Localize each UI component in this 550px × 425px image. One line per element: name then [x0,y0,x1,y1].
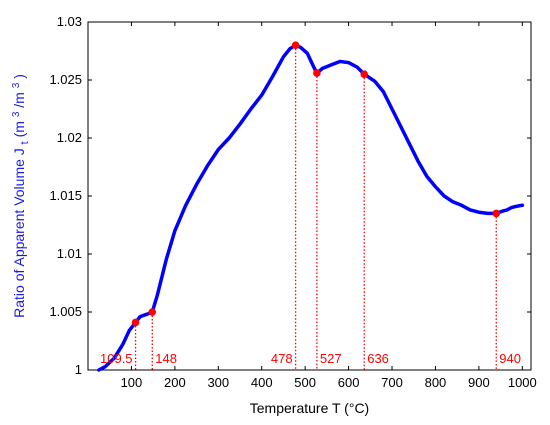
y-axis-label-subscript: t [19,141,31,144]
marker-point [492,209,501,218]
x-tick-label: 600 [338,375,360,390]
x-axis-ticks: 100 200 300 400 500 600 700 800 900 1000 [121,22,537,390]
x-tick-label: 400 [251,375,273,390]
marker-labels: 109.5 148 478 527 636 940 [100,351,521,366]
y-axis-label-unit-close: ) [11,74,27,79]
x-tick-label: 100 [121,375,143,390]
y-axis-label-unit-mid: /m [11,92,27,108]
marker-label: 478 [271,351,293,366]
y-axis-label-unit-open: (m [11,121,27,137]
marker-label: 940 [499,351,521,366]
y-axis-label: Ratio of Apparent Volume J t (m 3 /m 3 ) [6,74,31,318]
marker-point [360,70,369,78]
x-tick-label: 800 [425,375,447,390]
x-tick-label: 500 [294,375,316,390]
y-tick-label: 1.03 [57,14,82,29]
y-tick-label: 1.01 [57,246,82,261]
y-tick-label: 1.025 [49,72,82,87]
y-tick-label: 1.005 [49,304,82,319]
marker-label: 148 [155,351,177,366]
marker-point [131,318,140,327]
marker-label: 109.5 [100,351,133,366]
x-tick-label: 200 [164,375,186,390]
y-tick-label: 1.02 [57,130,82,145]
marker-point [148,308,157,316]
x-tick-label: 900 [468,375,490,390]
x-tick-label: 700 [381,375,403,390]
y-axis-label-main: Ratio of Apparent Volume J [11,148,27,318]
y-axis-label-unit-sup1: 3 [11,111,22,117]
marker-points [131,41,501,327]
marker-guide-lines [134,45,497,370]
y-axis-label-unit-sup2: 3 [11,82,22,88]
y-axis-ticks: 1 1.005 1.01 1.015 1.02 1.025 1.03 [49,14,531,377]
marker-label: 527 [320,351,342,366]
x-tick-label: 1000 [508,375,537,390]
y-tick-label: 1 [75,362,82,377]
x-axis-label: Temperature T (°C) [250,400,369,416]
marker-label: 636 [367,351,389,366]
x-tick-label: 300 [207,375,229,390]
marker-point [313,69,321,77]
marker-point [291,41,300,49]
y-tick-label: 1.015 [49,188,82,203]
